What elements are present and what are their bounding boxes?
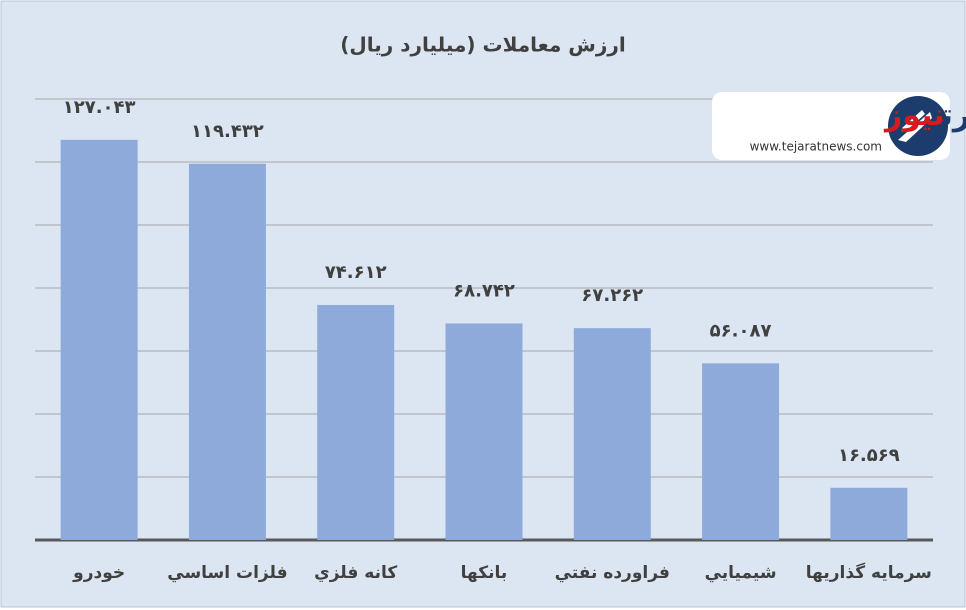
bar xyxy=(445,323,523,540)
data-label: ۱۲۷.۰۴۳ xyxy=(63,97,136,118)
x-tick-label: بانکها xyxy=(461,563,508,583)
logo-brand-red: نیوز xyxy=(883,98,946,133)
data-label: ۶۸.۷۴۲ xyxy=(453,280,515,301)
x-tick-label: سرمايه گذاريها xyxy=(806,562,932,583)
bar xyxy=(573,328,651,540)
bar xyxy=(317,304,395,540)
bar xyxy=(188,163,266,541)
x-tick-label: خودرو xyxy=(72,563,125,583)
data-label: ۵۶.۰۸۷ xyxy=(710,320,772,341)
x-tick-label: فراورده نفتي xyxy=(555,563,670,583)
bar xyxy=(60,139,138,540)
chart-title: ارزش معاملات (میلیارد ریال) xyxy=(340,33,626,57)
logo-brand-blue: تجارت xyxy=(941,98,966,133)
data-label: ۷۴.۶۱۲ xyxy=(325,262,387,283)
logo: تجارتنیوز www.tejaratnews.com xyxy=(712,92,966,160)
bar xyxy=(830,487,908,540)
bar xyxy=(702,363,780,540)
data-label: ۱۱۹.۴۳۲ xyxy=(191,121,264,142)
logo-brand: تجارتنیوز xyxy=(883,98,966,133)
data-label: ۱۶.۵۶۹ xyxy=(838,445,900,466)
logo-icon-stripes xyxy=(898,110,932,142)
x-tick-label: فلزات اساسي xyxy=(167,563,287,583)
x-tick-label: کانه فلزي xyxy=(314,563,397,583)
x-tick-label: شيميايي xyxy=(705,563,777,583)
data-label: ۶۷.۲۶۲ xyxy=(581,285,643,306)
logo-box xyxy=(712,92,950,160)
logo-url: www.tejaratnews.com xyxy=(750,140,882,154)
